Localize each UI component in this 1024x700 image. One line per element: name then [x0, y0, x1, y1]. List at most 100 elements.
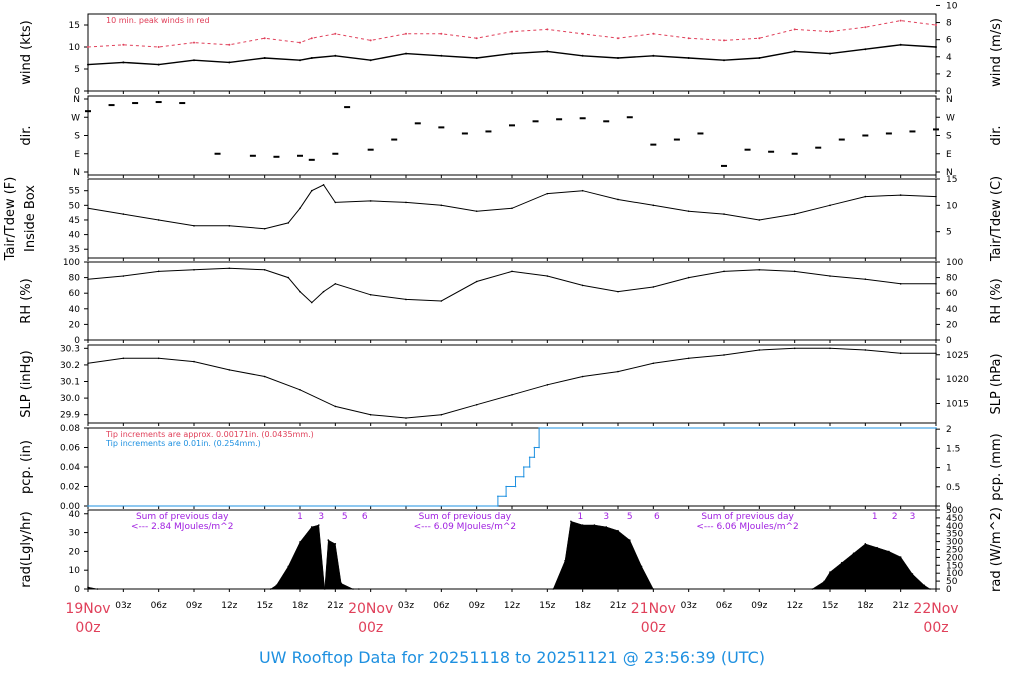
data-point-temp [899, 194, 902, 196]
data-point-rad [888, 550, 890, 553]
tick-label-right: 0 [946, 585, 952, 595]
tick-label-right: 300 [946, 538, 963, 548]
data-point-rad [823, 580, 825, 583]
data-point-rh [723, 270, 725, 273]
axis-label-right: wind (m/s) [989, 18, 1004, 87]
tick-label-right: 2 [946, 70, 952, 80]
data-point-mean [228, 61, 231, 64]
data-point-rh [440, 300, 443, 302]
data-point-rh [864, 278, 867, 280]
data-point-rad [852, 552, 855, 555]
data-point-rad [911, 573, 914, 575]
data-point-rad [864, 543, 867, 545]
tick-label-left: 45 [69, 216, 80, 226]
tick-label-left: 50 [69, 201, 81, 211]
daily-sum-label: Sum of previous day [419, 512, 512, 522]
data-point-slp [546, 384, 549, 386]
data-point-dir [214, 152, 221, 155]
tick-label-right: 0 [946, 502, 952, 512]
data-point-dir [650, 143, 657, 146]
data-point-temp [405, 201, 407, 204]
data-point-slp [299, 389, 301, 391]
panel-pcp [84, 427, 940, 509]
data-point-rad [829, 571, 831, 573]
data-point-mean [617, 57, 619, 59]
tick-label-right: 500 [946, 506, 963, 516]
data-point-peak [723, 39, 725, 42]
data-point-peak [864, 26, 867, 29]
hour-label: 03z [115, 601, 131, 611]
data-point-rad [352, 588, 354, 590]
data-point-pcp [533, 446, 536, 449]
data-point-temp [310, 189, 313, 192]
data-point-dir [768, 150, 775, 153]
day-label: 20Nov [348, 601, 393, 617]
day-label: 21Nov [631, 601, 676, 617]
data-point-peak [122, 43, 125, 46]
data-point-rh [581, 284, 584, 287]
tick-label-right: S [946, 132, 952, 142]
data-point-temp [864, 195, 867, 198]
data-point-slp [157, 357, 160, 360]
tick-label-left: 0.06 [60, 444, 80, 454]
data-point-rad [876, 546, 878, 549]
hour-label: 09z [751, 601, 767, 611]
data-point-peak [475, 37, 478, 40]
data-point-slp [758, 349, 761, 351]
tick-label-left: 40 [69, 305, 81, 315]
data-point-rad [269, 588, 272, 590]
data-point-temp [793, 213, 796, 215]
data-point-rad [570, 520, 572, 523]
data-point-rad [310, 526, 313, 528]
data-point-temp [228, 225, 231, 227]
data-point-peak [310, 37, 313, 40]
data-point-rad [87, 586, 89, 588]
hour-label: 03z [398, 601, 414, 611]
axis-label-left: wind (kts) [19, 20, 34, 84]
panel-wind [84, 4, 940, 94]
data-point-rad [299, 541, 301, 543]
data-point-slp [369, 413, 372, 416]
tick-label-right: 1.5 [946, 444, 960, 454]
tick-label-right: 0 [946, 87, 952, 97]
data-point-mean [687, 57, 690, 59]
data-point-peak [299, 41, 301, 44]
tick-label-left: 30 [69, 529, 81, 539]
data-point-temp [758, 219, 761, 221]
data-point-pcp [87, 505, 89, 507]
day-label: 22Nov [913, 601, 958, 617]
data-point-dir [697, 132, 704, 135]
data-point-dir [414, 122, 421, 125]
tick-label-right: 100 [946, 258, 963, 268]
data-point-rh [193, 269, 195, 271]
data-point-rad [923, 584, 926, 587]
data-point-temp [263, 227, 266, 230]
tick-label-right: 450 [946, 514, 963, 524]
hour-mark: 6 [654, 512, 660, 522]
axis-label-left: SLP (inHg) [19, 350, 34, 418]
data-point-dir [179, 102, 186, 105]
data-point-dir [556, 118, 563, 121]
tick-label-right: 1020 [946, 375, 969, 385]
data-point-mean [193, 59, 195, 62]
data-point-dir [909, 130, 916, 133]
axis-label-left: pcp. (in) [19, 440, 34, 494]
data-point-rh [228, 267, 231, 270]
data-point-slp [617, 370, 619, 373]
data-point-temp [652, 204, 655, 207]
data-point-mean [793, 50, 796, 53]
hour-mark: 5 [342, 512, 348, 522]
hour-label: 18z [292, 601, 308, 611]
data-point-pcp [528, 456, 531, 459]
data-point-peak [511, 30, 513, 33]
data-point-pcp [522, 475, 525, 478]
hour-label: 06z [151, 601, 167, 611]
tick-label-right: 4 [946, 53, 952, 63]
tick-label-right: 40 [946, 305, 958, 315]
data-point-mean [157, 63, 160, 66]
data-point-rh [87, 278, 89, 280]
tick-label-left: 80 [69, 274, 81, 284]
data-point-dir [344, 106, 351, 109]
data-point-peak [617, 37, 619, 40]
data-point-temp [157, 219, 160, 221]
